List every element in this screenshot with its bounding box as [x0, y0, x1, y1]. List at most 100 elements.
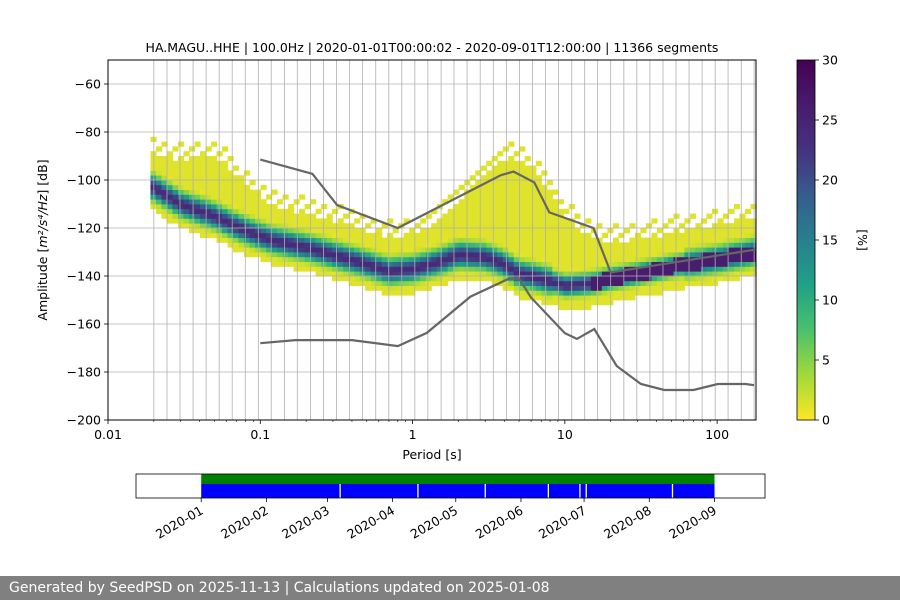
heatmap-cell [618, 247, 625, 253]
heatmap-cell [199, 232, 207, 238]
heatmap-cell [618, 271, 625, 277]
heatmap-cell [497, 199, 504, 205]
heatmap-cell [673, 261, 680, 267]
heatmap-cell [535, 295, 542, 301]
heatmap-cell [546, 189, 553, 195]
heatmap-cell [310, 261, 317, 267]
heatmap-cell [469, 237, 476, 243]
heatmap-cell [453, 276, 460, 282]
heatmap-cell [546, 204, 553, 210]
heatmap-cell [695, 237, 702, 243]
heatmap-cell [420, 228, 427, 234]
heatmap-cell [188, 170, 196, 176]
heatmap-cell [601, 290, 608, 296]
heatmap-cell [502, 146, 509, 152]
heatmap-cell [166, 204, 174, 210]
heatmap-cell [238, 242, 245, 248]
timeline-tick-label: 2020-06 [473, 503, 526, 542]
heatmap-cell [513, 223, 520, 229]
heatmap-cell [535, 228, 542, 234]
heatmap-cell [310, 218, 317, 224]
heatmap-cell [700, 261, 708, 267]
heatmap-cell [524, 165, 531, 171]
heatmap-cell [497, 170, 504, 176]
heatmap-cell [398, 242, 405, 248]
heatmap-cell [700, 280, 708, 286]
heatmap-cell [387, 237, 394, 243]
heatmap-cell [414, 232, 421, 238]
heatmap-cell [381, 276, 388, 282]
heatmap-cell [497, 271, 504, 277]
heatmap-cell [447, 194, 454, 200]
heatmap-cell [557, 232, 564, 238]
heatmap-cell [700, 232, 708, 238]
heatmap-cell [326, 213, 333, 219]
heatmap-cell [304, 213, 311, 219]
heatmap-cell [161, 160, 168, 166]
heatmap-cell [288, 237, 295, 243]
heatmap-cell [238, 189, 245, 195]
heatmap-cell [277, 256, 284, 262]
heatmap-cell [629, 271, 636, 277]
heatmap-cell [343, 213, 350, 219]
heatmap-cell [354, 252, 361, 258]
heatmap-cell [744, 218, 752, 224]
heatmap-cell [502, 184, 509, 190]
heatmap-cell [519, 276, 526, 282]
heatmap-cell [733, 237, 741, 243]
heatmap-cell [656, 256, 664, 262]
heatmap-cell [403, 280, 410, 286]
heatmap-cell [563, 242, 570, 248]
heatmap-cell [552, 285, 559, 291]
heatmap-cell [480, 261, 487, 267]
heatmap-cell [425, 237, 432, 243]
heatmap-cell [354, 276, 361, 282]
heatmap-cell [177, 165, 185, 171]
heatmap-cell [222, 204, 229, 210]
heatmap-cell [480, 271, 487, 277]
heatmap-cell [629, 276, 636, 282]
heatmap-cell [458, 218, 465, 224]
heatmap-cell [260, 252, 267, 258]
heatmap-cell [332, 252, 339, 258]
heatmap-cell [249, 213, 256, 219]
heatmap-cell [563, 280, 570, 286]
y-tick-label: −80 [75, 125, 101, 140]
heatmap-cell [244, 218, 251, 224]
heatmap-cell [387, 252, 394, 258]
heatmap-cell [689, 242, 697, 248]
heatmap-cell [177, 141, 185, 147]
heatmap-cell [695, 266, 702, 272]
heatmap-cell [381, 280, 388, 286]
heatmap-cell [453, 204, 460, 210]
heatmap-cell [623, 228, 630, 234]
heatmap-cell [541, 204, 548, 210]
heatmap-cell [739, 256, 746, 262]
heatmap-cell [695, 276, 702, 282]
heatmap-cell [442, 252, 449, 258]
heatmap-cell [354, 242, 361, 248]
heatmap-cell [524, 266, 531, 272]
heatmap-cell [398, 280, 405, 286]
heatmap-cell [513, 247, 520, 253]
heatmap-cell [183, 184, 190, 190]
heatmap-cell [519, 271, 526, 277]
heatmap-cell [381, 223, 388, 229]
heatmap-cell [381, 285, 388, 291]
heatmap-cell [370, 271, 377, 277]
heatmap-cell [557, 304, 564, 310]
heatmap-cell [194, 218, 201, 224]
heatmap-cell [552, 218, 559, 224]
heatmap-cell [546, 232, 553, 238]
heatmap-cell [546, 223, 553, 229]
heatmap-cell [491, 280, 498, 286]
heatmap-cell [480, 189, 487, 195]
heatmap-cell [414, 271, 421, 277]
heatmap-cell [293, 199, 300, 205]
heatmap-cell [453, 218, 460, 224]
heatmap-cell [453, 213, 460, 219]
heatmap-cell [299, 252, 306, 258]
heatmap-cell [640, 276, 647, 282]
heatmap-cell [354, 218, 361, 224]
heatmap-cell [557, 237, 564, 243]
